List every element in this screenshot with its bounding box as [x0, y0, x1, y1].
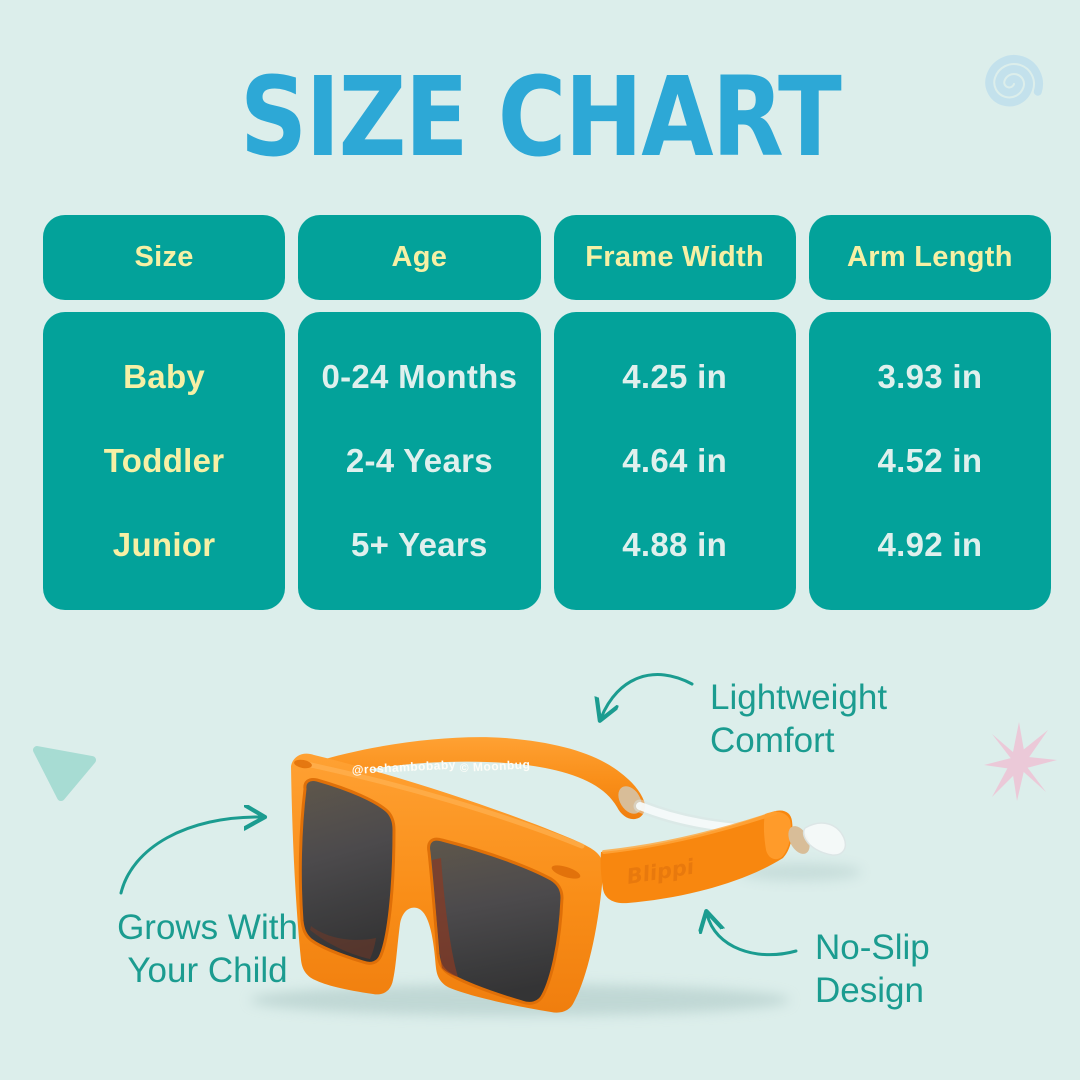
arm-length-value: 4.52 in	[877, 442, 983, 479]
annotation-line: Lightweight	[710, 678, 888, 717]
frame-width-value: 4.64 in	[622, 442, 728, 479]
age-value: 5+ Years	[351, 526, 488, 563]
frame-width-value: 4.88 in	[622, 526, 728, 563]
triangle-icon	[33, 746, 96, 801]
header-cell-frame-width: Frame Width	[553, 215, 796, 300]
temple-handle-text: @roshambobaby	[351, 758, 456, 777]
header-label: Frame Width	[585, 241, 764, 273]
annotation-lightweight-comfort: Lightweight Comfort	[710, 676, 887, 762]
frame-rivet-small	[294, 759, 312, 769]
annotation-line: Grows With	[117, 908, 298, 947]
header-label: Size	[134, 241, 194, 273]
size-value: Junior	[112, 526, 216, 563]
near-temple-arm	[600, 810, 793, 904]
temple-copyright-text: © Moonbug	[459, 757, 530, 775]
annotation-arrows	[119, 673, 798, 957]
arrow-noslip	[707, 914, 798, 957]
frame-brow-highlight	[299, 760, 585, 849]
size-table-header-row: Size Age Frame Width Arm Length	[43, 215, 1051, 300]
header-cell-age: Age	[298, 215, 541, 300]
left-lens	[298, 778, 396, 965]
header-label: Arm Length	[847, 241, 1013, 273]
arrow-lightweight	[601, 673, 694, 718]
annotation-grows-with-your-child: Grows With Your Child	[100, 906, 315, 992]
arm-length-value: 4.92 in	[877, 526, 983, 563]
near-temple-tip	[763, 811, 792, 860]
annotation-line: Your Child	[127, 951, 288, 990]
age-value: 0-24 Months	[321, 358, 518, 395]
annotation-no-slip-design: No-Slip Design	[815, 926, 930, 1012]
body-cell-age: 0-24 Months 2-4 Years 5+ Years	[298, 312, 541, 610]
left-lens-reflection	[310, 926, 376, 959]
right-lens	[427, 837, 564, 1005]
header-cell-arm-length: Arm Length	[808, 215, 1051, 300]
size-value: Toddler	[103, 442, 225, 479]
header-cell-size: Size	[43, 215, 286, 300]
body-cell-frame-width: 4.25 in 4.64 in 4.88 in	[553, 312, 796, 610]
frame-rivet	[551, 865, 581, 879]
near-temple-highlight	[602, 811, 777, 854]
age-value: 2-4 Years	[345, 442, 493, 479]
body-cell-arm-length: 3.93 in 4.52 in 4.92 in	[808, 312, 1051, 610]
header-label: Age	[391, 241, 448, 273]
far-temple-arm	[302, 737, 645, 820]
strap-front-end	[802, 822, 847, 856]
arm-length-value: 3.93 in	[877, 358, 983, 395]
sunglasses-image: @roshambobaby © Moonbug Blippi	[250, 737, 862, 1016]
annotation-line: No-Slip	[815, 928, 930, 967]
spiral-icon	[985, 55, 1043, 107]
size-table-body-row: Baby Toddler Junior 0-24 Months 2-4 Year…	[43, 312, 1051, 610]
arrow-grows	[119, 817, 262, 895]
strap-shadow	[738, 863, 862, 881]
page-title: SIZE CHART	[239, 53, 842, 181]
annotation-line: Comfort	[710, 721, 835, 760]
annotation-line: Design	[815, 971, 924, 1010]
starburst-icon	[984, 722, 1057, 801]
body-cell-size: Baby Toddler Junior	[43, 312, 286, 610]
size-value: Baby	[123, 358, 206, 395]
right-lens-reflection	[432, 858, 458, 977]
frame-width-value: 4.25 in	[622, 358, 728, 395]
